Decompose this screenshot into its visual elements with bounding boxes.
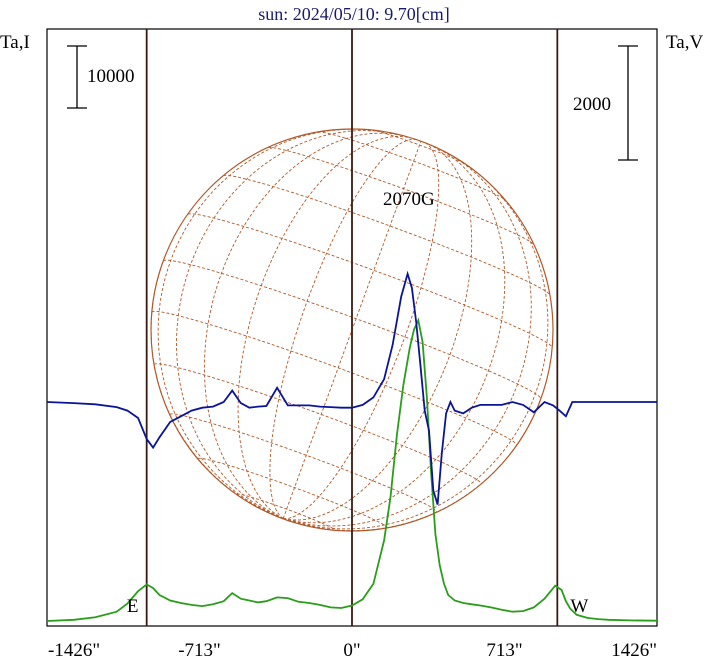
west-limb-label: W [570,596,588,617]
right-scale-bar: 2000 [573,45,638,161]
series-intensity-line [46,317,658,622]
chart-title: sun: 2024/05/10: 9.70[cm] [258,4,450,24]
left-scale-label: 10000 [87,66,135,87]
east-limb-label: E [127,596,139,617]
x-tick-label: -713" [178,640,221,661]
x-tick-label: 713" [486,640,522,661]
left-axis-label: Ta,I [0,32,30,53]
longitude-line [269,138,416,519]
x-tick-label: 0" [343,640,360,661]
longitude-line [283,144,473,521]
latitude-line [223,174,551,296]
right-axis-label: Ta,V [666,32,703,53]
x-tick-labels: -1426" -713" 0" 713" 1426" [48,640,657,661]
left-scale-bar: 10000 [67,45,135,109]
field-strength-annotation: 2070G [383,189,435,210]
longitude-line [176,130,395,519]
latitude-line [187,213,553,348]
longitude-line [150,260,284,519]
right-scale-label: 2000 [573,94,611,115]
limb-lines [145,29,559,626]
longitude-line [283,398,542,532]
series-polarization-line [46,270,657,505]
x-tick-label: -1426" [48,640,100,661]
longitude-line [283,164,549,530]
longitude-line [283,146,506,524]
longitude-line [283,142,440,520]
longitude-line [203,132,407,519]
longitude-line [157,128,372,519]
x-tick-label: 1426" [611,640,657,661]
longitude-line [283,151,532,527]
